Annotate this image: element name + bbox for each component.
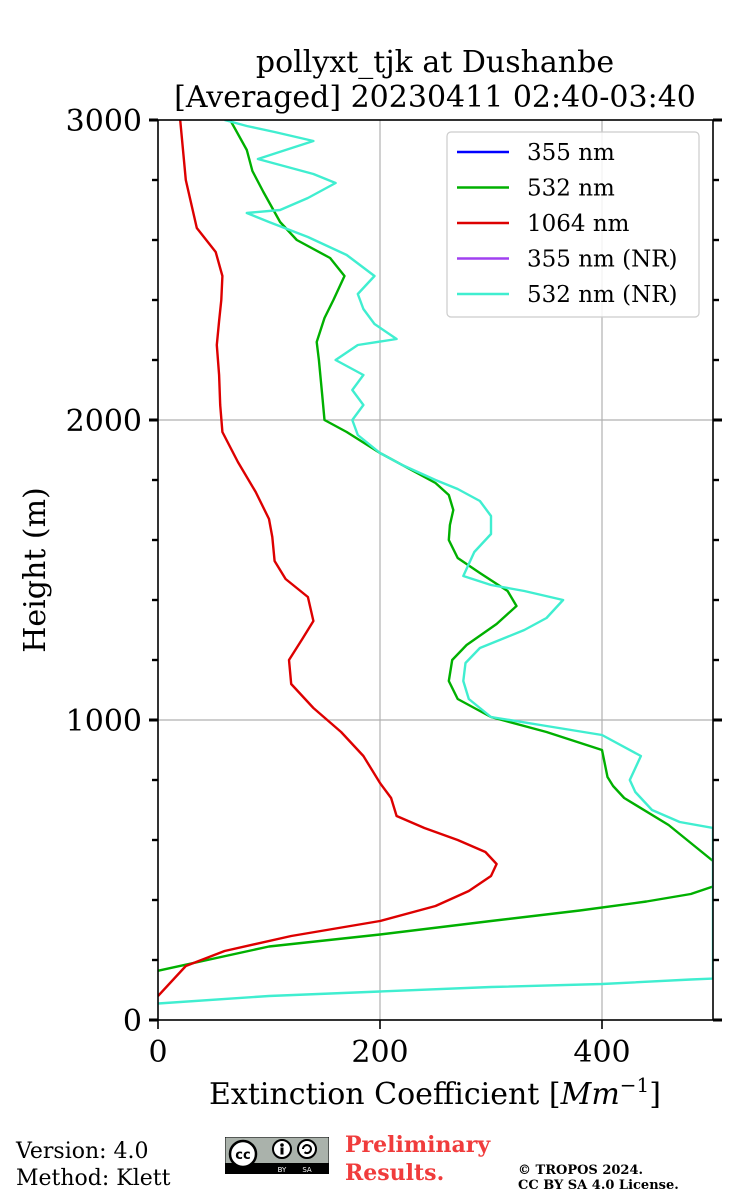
y-tick-label: 0 <box>123 1004 142 1039</box>
extinction-chart: pollyxt_tjk at Dushanbe [Averaged] 20230… <box>18 45 722 1112</box>
legend-label-3: 355 nm (NR) <box>527 247 678 273</box>
preliminary-notice: Preliminary Results. <box>345 1131 490 1187</box>
legend: 355 nm 532 nm 1064 nm 355 nm (NR) 532 nm (NR… <box>446 131 700 318</box>
series-group <box>158 120 713 1005</box>
series-line-4 <box>158 120 713 1005</box>
method-text: Method: Klett <box>16 1166 171 1191</box>
x-tick-label: 200 <box>351 1035 408 1070</box>
plot-frame <box>157 119 714 1021</box>
y-tick-label: 1000 <box>66 704 142 739</box>
y-tick-label: 3000 <box>66 104 142 139</box>
legend-label-4: 532 nm (NR) <box>527 282 678 308</box>
preliminary-line2: Results. <box>345 1160 445 1186</box>
x-tick-label: 400 <box>573 1035 630 1070</box>
y-tick-label: 2000 <box>66 404 142 439</box>
footer-info: Version: 4.0 Method: Klett <box>16 1138 170 1192</box>
copyright-line2: CC BY SA 4.0 License. <box>518 1178 679 1193</box>
chart-title-line2: [Averaged] 20230411 02:40-03:40 <box>174 80 696 115</box>
series-line-1 <box>158 120 713 973</box>
svg-text:cc: cc <box>235 1148 250 1163</box>
cc-by-sa-badge: cc BY SA <box>225 1137 329 1174</box>
legend-label-1: 532 nm <box>527 176 615 202</box>
legend-label-2: 1064 nm <box>527 211 630 237</box>
chart-title-line1: pollyxt_tjk at Dushanbe <box>256 45 614 80</box>
y-axis-label: Height (m) <box>18 487 53 652</box>
preliminary-line1: Preliminary <box>345 1132 491 1158</box>
copyright-line1: © TROPOS 2024. <box>518 1163 644 1178</box>
svg-text:SA: SA <box>302 1166 312 1174</box>
cc-icon <box>228 1139 258 1169</box>
x-tick-label: 0 <box>148 1035 167 1070</box>
legend-box <box>446 131 700 318</box>
svg-text:BY: BY <box>278 1166 287 1174</box>
series-line-2 <box>158 120 498 997</box>
x-axis-label: Extinction Coefficient [Mm−1] <box>209 1073 661 1112</box>
version-text: Version: 4.0 <box>16 1139 149 1164</box>
copyright-notice: © TROPOS 2024. CC BY SA 4.0 License. <box>518 1163 679 1193</box>
legend-label-0: 355 nm <box>527 140 615 166</box>
sa-icon <box>297 1139 317 1159</box>
ticks: 0 200 400 0 1000 2000 3000 <box>66 104 722 1070</box>
